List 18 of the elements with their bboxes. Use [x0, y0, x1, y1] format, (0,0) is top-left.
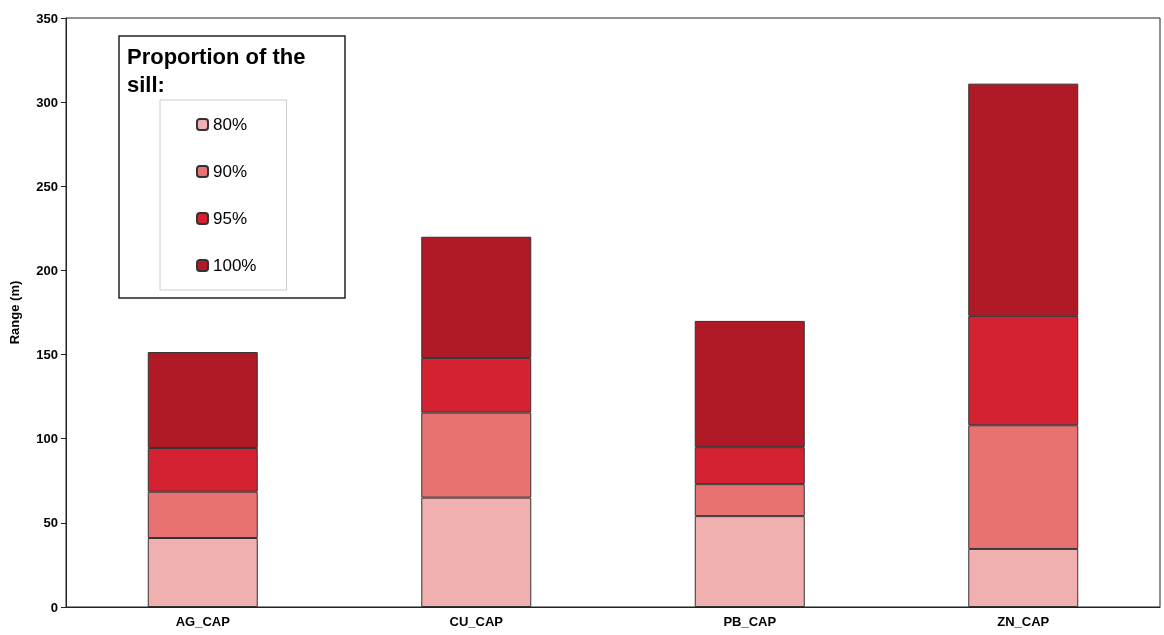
legend-label: 100% — [213, 256, 257, 275]
y-tick-label: 250 — [36, 178, 58, 194]
y-tick-label: 200 — [36, 262, 58, 278]
y-tick-label: 350 — [36, 10, 58, 26]
y-tick-label: 100 — [36, 431, 58, 447]
x-tick-label: ZN_CAP — [997, 614, 1050, 629]
y-tick-label: 0 — [50, 599, 58, 615]
y-tick-label: 50 — [43, 515, 58, 531]
legend-title: Proportion of the sill: — [127, 43, 312, 97]
legend-label: 95% — [213, 209, 248, 228]
x-tick-label: PB_CAP — [723, 614, 777, 629]
y-axis-title: Range (m) — [7, 280, 22, 345]
y-tick-label: 300 — [36, 94, 58, 110]
y-tick-label: 150 — [36, 347, 58, 363]
x-tick-label: AG_CAP — [175, 614, 231, 629]
legend-label: 80% — [213, 115, 248, 134]
x-tick-label: CU_CAP — [449, 614, 504, 629]
legend-label: 90% — [213, 162, 248, 181]
